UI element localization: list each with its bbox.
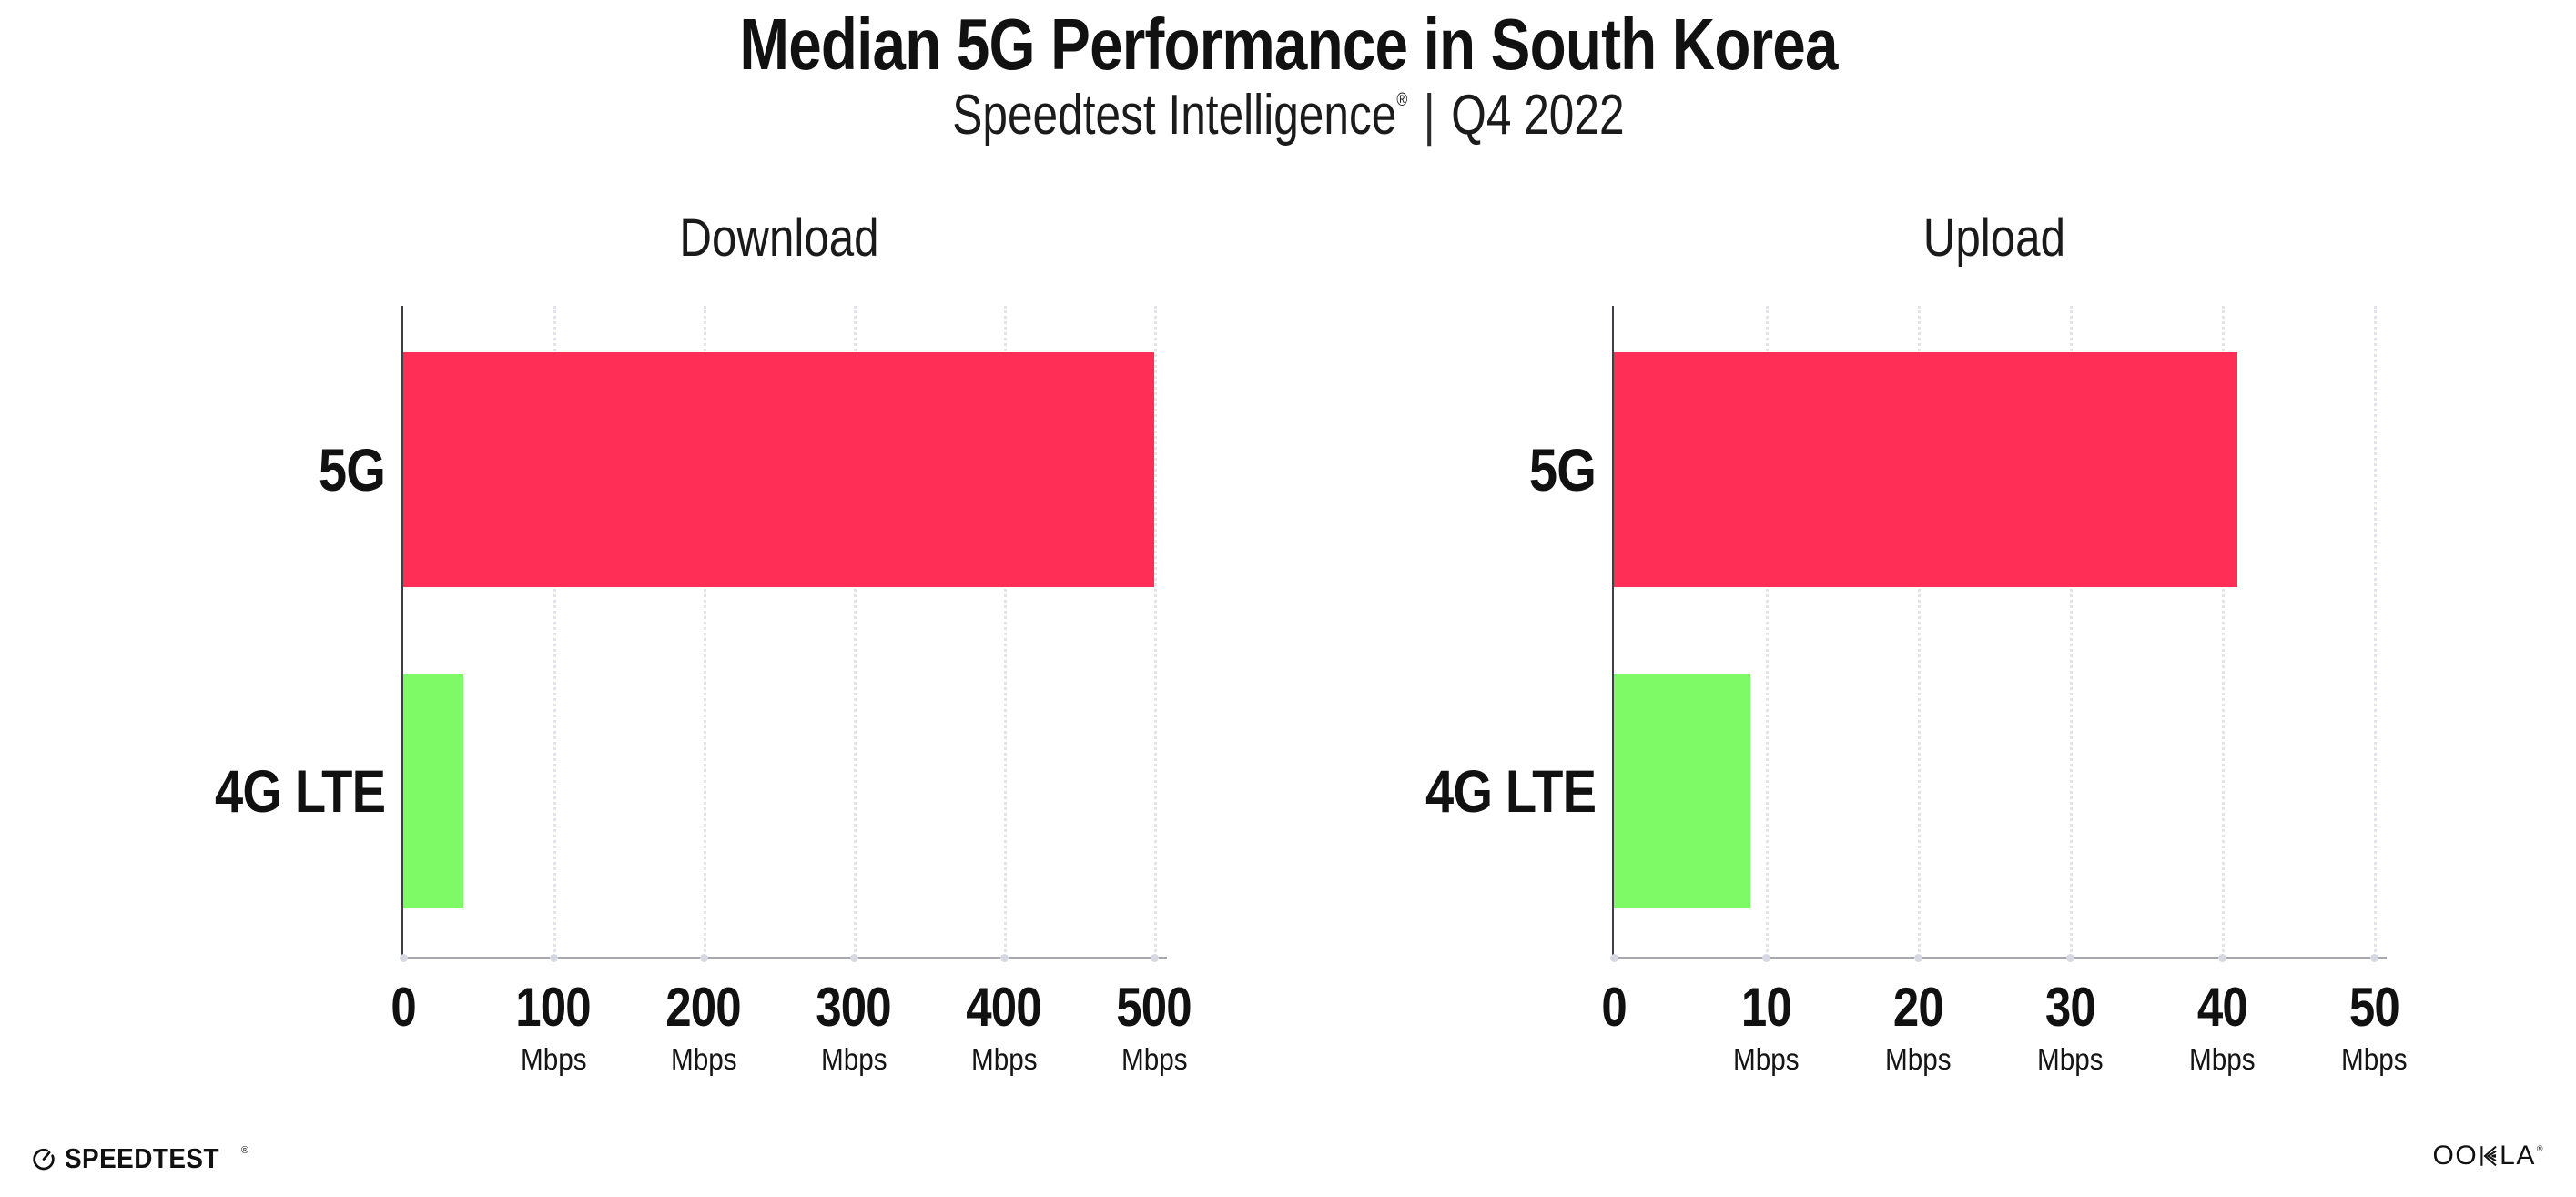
- y-axis-line: [401, 306, 403, 958]
- x-tick-40: 40 Mbps: [2188, 977, 2256, 1076]
- bar-5g-upload: [1614, 352, 2237, 587]
- registered-trademark-symbol: ®: [1395, 90, 1407, 111]
- axis-tick-dot: [1914, 954, 1922, 962]
- gridline: [2070, 306, 2073, 958]
- download-chart-title-text: Download: [678, 208, 879, 268]
- download-chart-title: Download: [403, 208, 1154, 269]
- x-tick-10: 10 Mbps: [1732, 977, 1800, 1076]
- header: Median 5G Performance in South Korea Spe…: [0, 0, 2576, 145]
- download-plot-area: 5G 4G LTE 0 100 Mbps 200 Mbps 300 Mbps 400 M…: [215, 306, 1192, 1076]
- x-tick-500: 500 Mbps: [1116, 977, 1192, 1076]
- x-axis-line: [1612, 957, 2387, 959]
- x-tick-50: 50 Mbps: [2340, 977, 2408, 1076]
- subtitle-separator: |: [1423, 84, 1435, 147]
- x-tick-0: 0: [390, 977, 416, 1038]
- x-tick-300: 300 Mbps: [816, 977, 892, 1076]
- subtitle-period: Q4 2022: [1450, 84, 1625, 147]
- subtitle-brand: Speedtest Intelligence: [951, 84, 1396, 147]
- gridline: [1004, 306, 1007, 958]
- axis-tick-dot: [2218, 954, 2226, 962]
- axis-tick-dot: [1151, 954, 1159, 962]
- category-label-5g: 5G: [1528, 436, 1597, 503]
- gridline: [1154, 306, 1157, 958]
- speedtest-logo: SPEEDTEST ®: [31, 1142, 252, 1175]
- gridline: [1918, 306, 1921, 958]
- axis-tick-dot: [1610, 954, 1618, 962]
- x-tick-100: 100 Mbps: [515, 977, 592, 1076]
- axis-tick-dot: [850, 954, 858, 962]
- gridline: [2374, 306, 2377, 958]
- category-label-4g-lte: 4G LTE: [1425, 757, 1597, 825]
- page-subtitle-text: Speedtest Intelligence® | Q4 2022: [952, 86, 1624, 145]
- x-tick-0: 0: [1601, 977, 1627, 1038]
- gridline: [2222, 306, 2225, 958]
- page-subtitle: Speedtest Intelligence® | Q4 2022: [0, 86, 2576, 145]
- page-title-text: Median 5G Performance in South Korea: [738, 4, 1838, 85]
- category-label-5g: 5G: [318, 436, 386, 503]
- upload-chart-title: Upload: [1614, 208, 2374, 269]
- page-title: Median 5G Performance in South Korea: [0, 5, 2576, 84]
- upload-plot-area: 5G 4G LTE 0 10 Mbps 20 Mbps 30 Mbps 40 Mbps …: [1425, 306, 2407, 1076]
- ookla-logo: OO LA ®: [2432, 1141, 2543, 1172]
- gridline: [553, 306, 556, 958]
- ookla-logo-text-right: LA: [2500, 1141, 2536, 1171]
- axis-tick-dot: [1762, 954, 1770, 962]
- x-axis-line: [401, 957, 1167, 959]
- x-tick-20: 20 Mbps: [1884, 977, 1952, 1076]
- axis-tick-dot: [2066, 954, 2074, 962]
- speedtest-gauge-icon: [33, 1148, 55, 1171]
- gridline: [704, 306, 706, 958]
- speedtest-registered-mark: ®: [240, 1145, 248, 1156]
- speedtest-logo-text: SPEEDTEST: [65, 1142, 219, 1174]
- x-tick-200: 200 Mbps: [665, 977, 742, 1076]
- upload-chart-title-text: Upload: [1922, 208, 2065, 268]
- x-tick-400: 400 Mbps: [966, 977, 1042, 1076]
- download-chart: Download 5G 4G LTE 0 100 Mbps 200 Mbps: [215, 208, 1192, 1076]
- axis-tick-dot: [1000, 954, 1009, 962]
- bar-4g-lte-download: [403, 674, 463, 908]
- axis-tick-dot: [400, 954, 408, 962]
- axis-tick-dot: [2370, 954, 2378, 962]
- ookla-registered-mark: ®: [2536, 1144, 2544, 1153]
- upload-chart: Upload 5G 4G LTE 0 10 Mbps 20 Mbps 30 M: [1425, 208, 2407, 1076]
- ookla-k-icon: [2480, 1145, 2497, 1167]
- gridline: [854, 306, 857, 958]
- gridline: [1766, 306, 1769, 958]
- y-axis-line: [1612, 306, 1614, 958]
- category-label-4g-lte: 4G LTE: [214, 757, 386, 825]
- bar-4g-lte-upload: [1614, 674, 1751, 908]
- bar-5g-download: [403, 352, 1154, 587]
- x-tick-30: 30 Mbps: [2036, 977, 2104, 1076]
- ookla-logo-text-left: OO: [2432, 1141, 2479, 1171]
- axis-tick-dot: [550, 954, 558, 962]
- axis-tick-dot: [700, 954, 708, 962]
